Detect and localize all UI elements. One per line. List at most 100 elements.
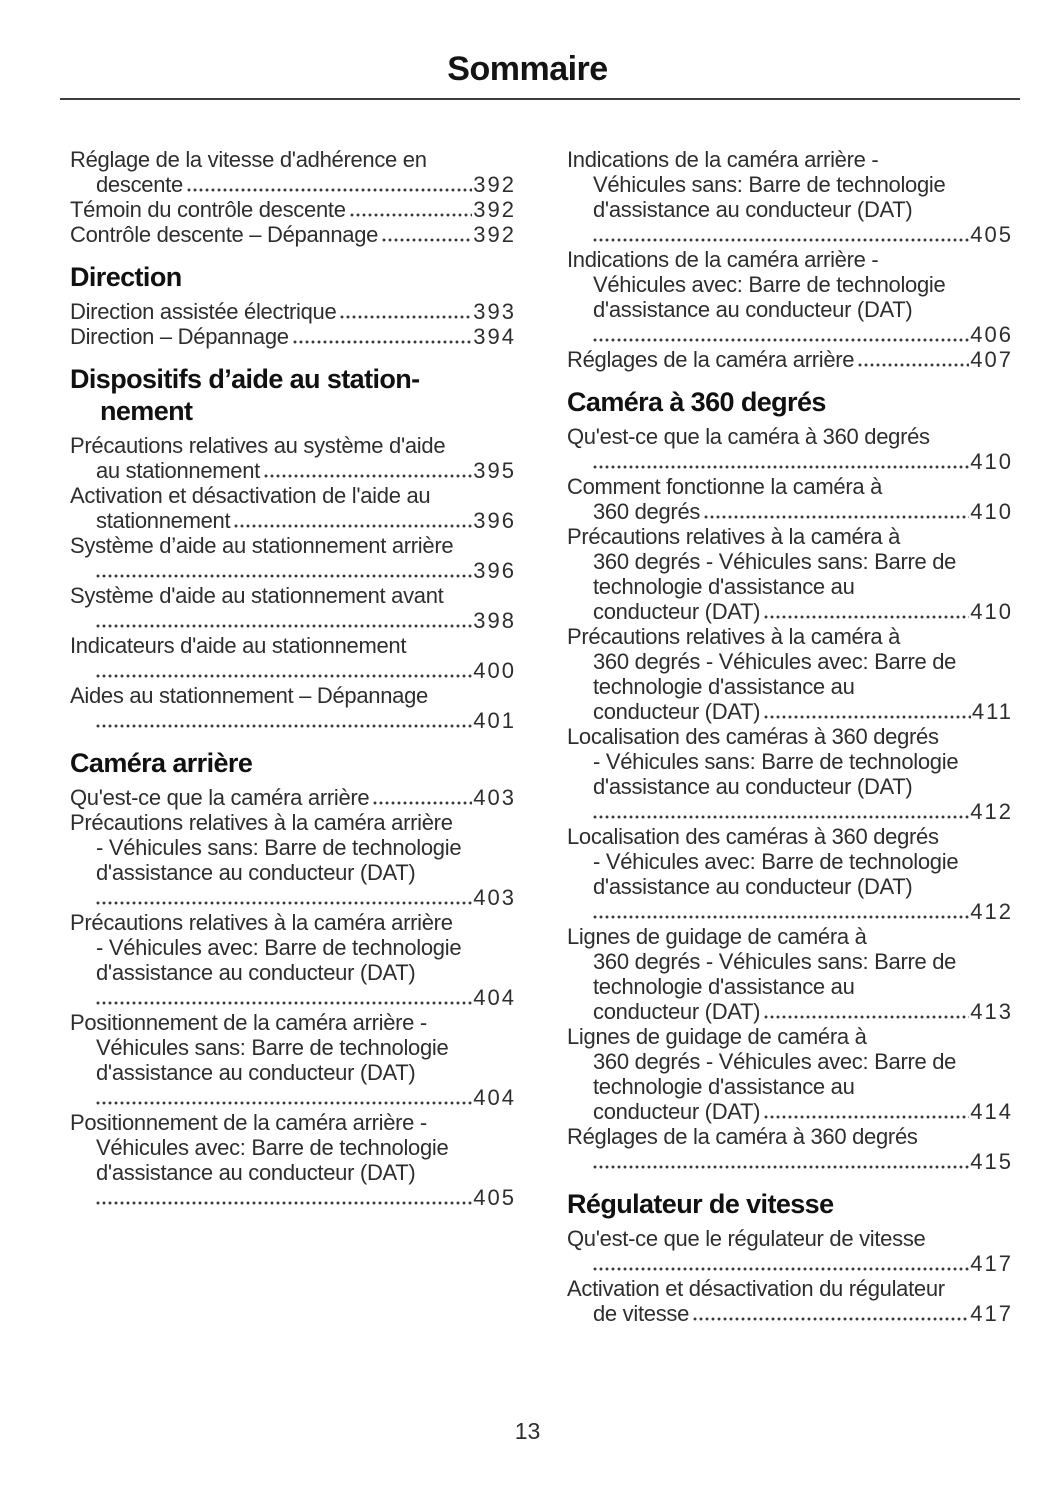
page-ref: 405: [473, 1185, 516, 1210]
toc-entry-line: conducteur (DAT) 414: [567, 1099, 1013, 1124]
toc-entry-line: Localisation des caméras à 360 degrés: [567, 824, 939, 849]
toc-entry-line: Qu'est-ce que le régulateur de vitesse: [567, 1226, 926, 1251]
toc-entry-line: 412: [567, 799, 1013, 824]
page-ref: 407: [970, 347, 1013, 372]
toc-entry-line: Activation et désactivation du régulateu…: [567, 1276, 945, 1301]
toc-entry-line: 404: [70, 1085, 516, 1110]
dot-leader: [373, 801, 473, 805]
toc-column-left: Réglage de la vitesse d'adhérence en desc…: [70, 147, 516, 1326]
page-ref: 414: [970, 1099, 1013, 1124]
toc-entry-line: Précautions relatives au système d'aide: [70, 433, 446, 458]
page-ref: 410: [970, 499, 1013, 524]
title-divider: [60, 98, 1020, 100]
toc-entry-line: conducteur (DAT) 411: [567, 699, 1013, 724]
dot-leader: [764, 615, 970, 619]
toc-entry-line: technologie d'assistance au: [593, 974, 855, 999]
toc-entry-line: 410: [567, 449, 1013, 474]
section-heading: Régulateur de vitesse: [567, 1188, 1013, 1220]
dot-leader: [340, 315, 473, 319]
dot-leader: [764, 1115, 970, 1119]
toc-entry-text: conducteur (DAT): [593, 599, 761, 624]
toc-entry-line: Lignes de guidage de caméra à: [567, 1024, 867, 1049]
toc-entry-text: Réglages de la caméra arrière: [567, 347, 855, 372]
toc-entry-line: technologie d'assistance au: [593, 574, 855, 599]
toc-entry-line: Réglages de la caméra à 360 degrés: [567, 1124, 918, 1149]
toc-entry-line: Qu'est-ce que la caméra à 360 degrés: [567, 424, 930, 449]
toc-entry-line: 405: [70, 1185, 516, 1210]
toc-entry-line: - Véhicules avec: Barre de technologie: [593, 849, 959, 874]
section-heading-line: Régulateur de vitesse: [567, 1189, 834, 1219]
toc-entry-line: d'assistance au conducteur (DAT): [593, 197, 913, 222]
dot-leader: [96, 1001, 473, 1005]
page-ref: 398: [473, 608, 516, 633]
dot-leader: [593, 1165, 970, 1169]
toc-entry-line: conducteur (DAT) 410: [567, 599, 1013, 624]
toc-entry-text: Direction – Dépannage: [70, 324, 289, 349]
dot-leader: [764, 1015, 970, 1019]
toc-entry: Réglage de la vitesse d'adhérence en desc…: [70, 147, 516, 197]
toc-entry-line: Réglages de la caméra arrière 407: [567, 347, 1013, 372]
dot-leader: [593, 238, 970, 242]
toc-entry: Comment fonctionne la caméra à 360 degrés…: [567, 474, 1013, 524]
toc-entry-line: - Véhicules avec: Barre de technologie: [96, 935, 462, 960]
toc-entry-text: de vitesse: [593, 1301, 690, 1326]
toc-entry-line: Localisation des caméras à 360 degrés: [567, 724, 939, 749]
toc-entry-line: technologie d'assistance au: [593, 674, 855, 699]
dot-leader: [593, 338, 970, 342]
page-ref: 401: [473, 708, 516, 733]
toc-entry-line: Indicateurs d'aide au stationnement: [70, 633, 407, 658]
toc-entry-text: au stationnement: [96, 458, 260, 483]
toc-entry-text: stationnement: [96, 508, 231, 533]
page-ref: 392: [473, 222, 516, 247]
toc-entry-line: Contrôle descente – Dépannage 392: [70, 222, 516, 247]
toc-entry-line: d'assistance au conducteur (DAT): [96, 860, 416, 885]
toc-entry-line: 360 degrés - Véhicules sans: Barre de: [593, 549, 957, 574]
toc-entry-line: Véhicules avec: Barre de technologie: [593, 272, 946, 297]
page-ref: 403: [473, 885, 516, 910]
toc-entry: Localisation des caméras à 360 degrés - V…: [567, 824, 1013, 924]
toc-entry: Qu'est-ce que le régulateur de vitesse 41…: [567, 1226, 1013, 1276]
page-ref: 396: [473, 508, 516, 533]
dot-leader: [764, 715, 971, 719]
dot-leader: [96, 674, 473, 678]
page-ref: 412: [970, 899, 1013, 924]
dot-leader: [382, 238, 473, 242]
toc-entry-line: Précautions relatives à la caméra arrièr…: [70, 810, 453, 835]
toc-entry-line: de vitesse 417: [567, 1301, 1013, 1326]
toc-entry-line: Précautions relatives à la caméra à: [567, 624, 901, 649]
toc-entry: Qu'est-ce que la caméra arrière 403: [70, 785, 516, 810]
toc-entry: Indicateurs d'aide au stationnement 400: [70, 633, 516, 683]
section-heading: Caméra à 360 degrés: [567, 386, 1013, 418]
toc-entry: Activation et désactivation du régulateu…: [567, 1276, 1013, 1326]
page-ref: 417: [970, 1301, 1013, 1326]
page-ref: 410: [970, 599, 1013, 624]
page-number: 13: [514, 1418, 541, 1444]
page-ref: 404: [473, 985, 516, 1010]
page-ref: 410: [970, 449, 1013, 474]
section-heading-line: nement: [100, 396, 193, 426]
toc-entry-line: Activation et désactivation de l'aide au: [70, 483, 431, 508]
page-ref: 393: [473, 299, 516, 324]
dot-leader: [858, 363, 970, 367]
toc-entry-text: descente: [96, 172, 183, 197]
toc-entry-line: d'assistance au conducteur (DAT): [593, 774, 913, 799]
section-heading: Dispositifs d’aide au station-nement: [70, 363, 516, 427]
toc-entry: Témoin du contrôle descente 392: [70, 197, 516, 222]
toc-entry-line: au stationnement 395: [70, 458, 516, 483]
toc-entry-line: Aides au stationnement – Dépannage: [70, 683, 428, 708]
toc-entry-line: Positionnement de la caméra arrière -: [70, 1010, 427, 1035]
toc-entry-line: d'assistance au conducteur (DAT): [593, 297, 913, 322]
table-of-contents: Réglage de la vitesse d'adhérence en desc…: [0, 100, 1055, 1326]
dot-leader: [292, 340, 473, 344]
toc-entry: Activation et désactivation de l'aide au…: [70, 483, 516, 533]
toc-entry-line: d'assistance au conducteur (DAT): [96, 960, 416, 985]
page-ref: 392: [473, 197, 516, 222]
section-heading-line: Caméra arrière: [70, 748, 253, 778]
dot-leader: [693, 1317, 970, 1321]
toc-entry: Lignes de guidage de caméra à 360 degrés …: [567, 1024, 1013, 1124]
toc-entry-line: - Véhicules sans: Barre de technologie: [593, 749, 959, 774]
toc-entry-line: Indications de la caméra arrière -: [567, 147, 879, 172]
page-ref: 396: [473, 558, 516, 583]
page-ref: 395: [473, 458, 516, 483]
page-ref: 412: [970, 799, 1013, 824]
